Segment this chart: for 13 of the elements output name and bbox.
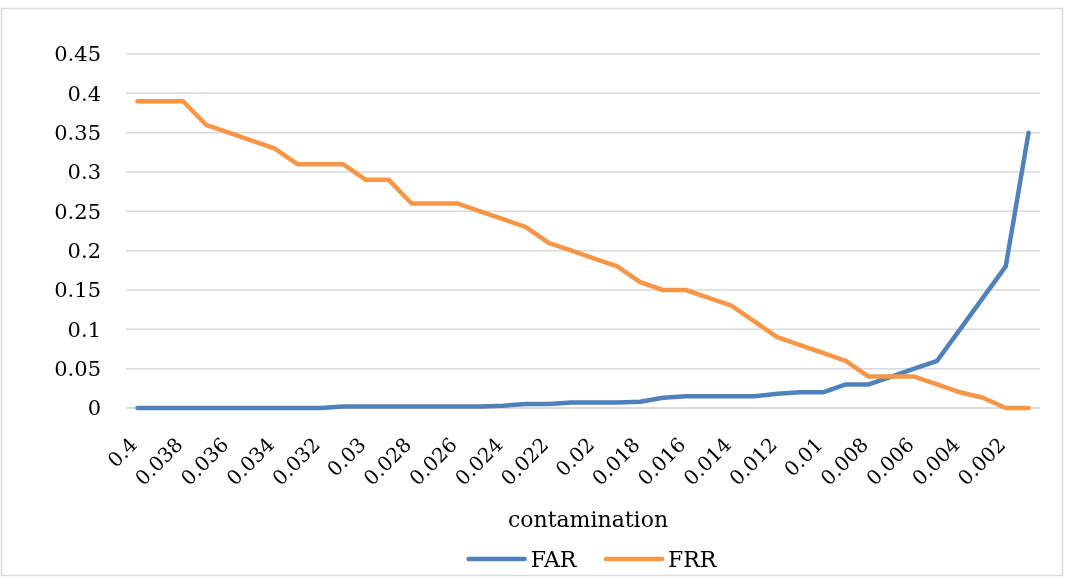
x-axis-title: contamination [507, 507, 669, 532]
y-tick-label: 0.05 [54, 357, 101, 382]
y-tick-label: 0 [87, 396, 101, 421]
y-tick-label: 0.4 [67, 81, 101, 106]
legend-label: FRR [668, 546, 718, 572]
y-tick-label: 0.45 [54, 42, 101, 67]
y-tick-label: 0.3 [67, 160, 101, 185]
y-tick-label: 0.1 [67, 317, 101, 342]
y-tick-label: 0.15 [54, 278, 101, 303]
legend-label: FAR [530, 546, 578, 572]
y-tick-label: 0.35 [54, 121, 101, 146]
y-tick-label: 0.2 [67, 239, 101, 264]
y-tick-label: 0.25 [54, 199, 101, 224]
